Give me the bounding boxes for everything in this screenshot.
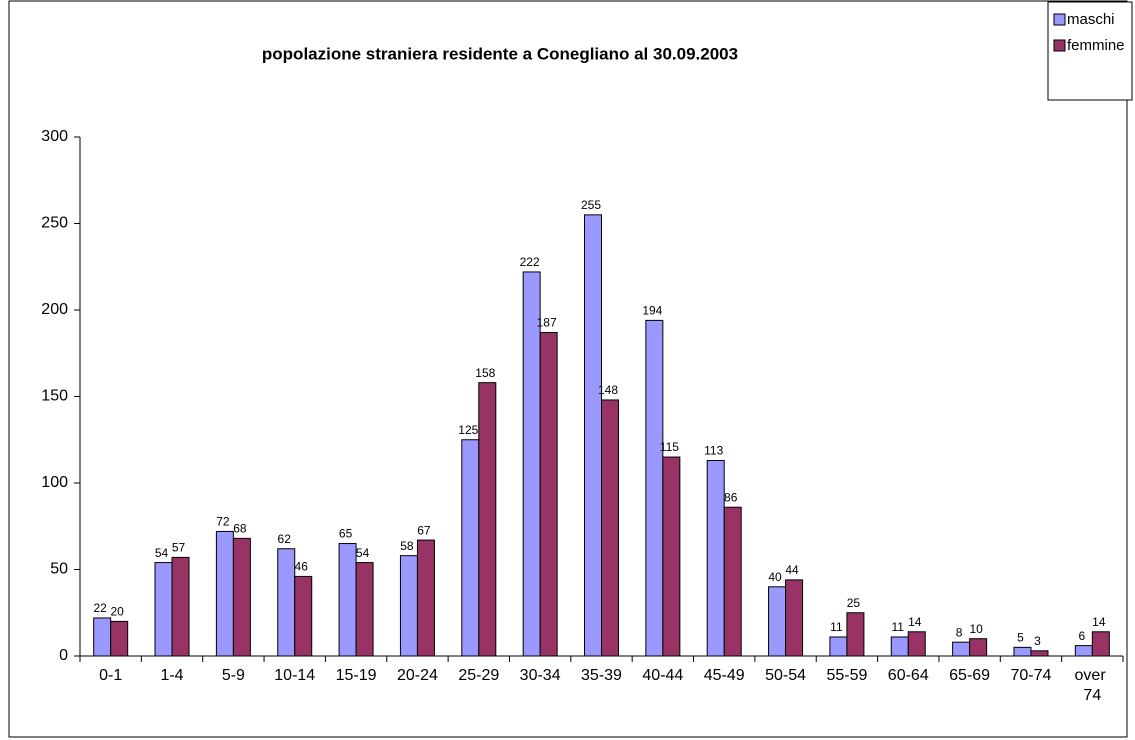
chart-border xyxy=(8,0,1128,738)
value-label: 68 xyxy=(233,522,247,536)
x-tick-label: 5-9 xyxy=(222,667,245,684)
bar xyxy=(416,539,435,657)
bar xyxy=(907,631,926,657)
y-tick-label: 200 xyxy=(41,301,68,318)
x-tick-label: 35-39 xyxy=(581,667,622,684)
value-label: 10 xyxy=(969,622,983,636)
x-tick-label: 50-54 xyxy=(765,667,806,684)
bar xyxy=(846,612,865,657)
value-label: 158 xyxy=(475,366,495,380)
legend-label: maschi xyxy=(1067,11,1115,28)
bar xyxy=(1030,650,1049,657)
value-label: 3 xyxy=(1034,634,1041,648)
bar xyxy=(645,319,664,657)
bar xyxy=(277,548,296,657)
value-label: 62 xyxy=(278,532,292,546)
bar xyxy=(1074,645,1093,657)
value-label: 20 xyxy=(110,605,124,619)
x-tick-label: 55-59 xyxy=(826,667,867,684)
value-label: 11 xyxy=(830,620,843,634)
bar xyxy=(1091,631,1110,657)
value-label: 44 xyxy=(785,563,799,577)
value-label: 46 xyxy=(295,560,309,574)
value-label: 255 xyxy=(581,198,601,212)
value-label: 115 xyxy=(660,440,679,454)
bar xyxy=(461,439,480,657)
value-label: 86 xyxy=(724,490,738,504)
x-tick-label: 60-64 xyxy=(888,667,929,684)
x-tick-label: 0-1 xyxy=(99,667,122,684)
x-tick-label: 30-34 xyxy=(520,667,561,684)
bar xyxy=(601,399,619,657)
bar xyxy=(969,638,988,657)
bar xyxy=(93,617,112,657)
x-tick-label: 40-44 xyxy=(642,667,683,684)
legend-swatch xyxy=(1053,13,1066,26)
x-tick-label: over 74 xyxy=(1075,667,1111,704)
bar xyxy=(154,562,173,657)
bar xyxy=(890,636,909,657)
value-label: 25 xyxy=(847,596,861,610)
value-label: 125 xyxy=(458,423,478,437)
bar xyxy=(952,641,971,657)
chart-title: popolazione straniera residente a Conegl… xyxy=(262,44,738,63)
bar xyxy=(399,555,418,657)
bar xyxy=(110,620,129,657)
x-tick-label: 1-4 xyxy=(160,667,183,684)
legend-label: femmine xyxy=(1067,37,1125,54)
value-label: 14 xyxy=(1092,615,1106,629)
bar xyxy=(829,636,848,657)
bar xyxy=(785,579,804,657)
value-label: 187 xyxy=(537,316,557,330)
value-label: 113 xyxy=(704,444,723,458)
value-label: 65 xyxy=(339,527,353,541)
value-label: 54 xyxy=(155,546,169,560)
bar xyxy=(294,575,313,657)
bar xyxy=(539,331,558,657)
bar xyxy=(232,537,251,657)
bar xyxy=(215,530,234,657)
x-tick-label: 10-14 xyxy=(274,667,315,684)
x-tick-label: 70-74 xyxy=(1011,667,1052,684)
legend-swatch xyxy=(1053,39,1066,52)
bar xyxy=(584,214,602,657)
bar xyxy=(171,556,190,657)
value-label: 54 xyxy=(356,546,370,560)
y-tick-label: 300 xyxy=(41,128,68,145)
bar xyxy=(723,506,742,657)
value-label: 5 xyxy=(1017,631,1024,645)
value-label: 40 xyxy=(768,570,782,584)
bar xyxy=(706,460,725,657)
x-tick-label: 15-19 xyxy=(336,667,377,684)
x-tick-label: 20-24 xyxy=(397,667,438,684)
x-tick-label: 25-29 xyxy=(458,667,499,684)
value-label: 11 xyxy=(892,620,905,634)
value-label: 57 xyxy=(172,541,186,555)
value-label: 14 xyxy=(908,615,922,629)
y-tick-label: 100 xyxy=(41,474,68,491)
x-tick-label: 45-49 xyxy=(704,667,745,684)
value-label: 72 xyxy=(216,515,230,529)
bar xyxy=(478,382,497,657)
bar xyxy=(355,562,374,657)
y-tick-label: 50 xyxy=(50,561,68,578)
bar xyxy=(1013,646,1032,657)
value-label: 67 xyxy=(417,523,431,537)
y-tick-label: 250 xyxy=(41,215,68,232)
bar xyxy=(662,456,681,657)
value-label: 6 xyxy=(1078,629,1085,643)
value-label: 22 xyxy=(93,601,107,615)
bar xyxy=(768,586,787,657)
value-label: 8 xyxy=(956,625,963,639)
y-tick-label: 150 xyxy=(41,388,68,405)
x-tick-label: 65-69 xyxy=(949,667,990,684)
bar xyxy=(338,543,357,657)
value-label: 148 xyxy=(598,383,618,397)
value-label: 194 xyxy=(642,304,662,318)
y-tick-label: 0 xyxy=(59,647,68,664)
value-label: 222 xyxy=(520,255,540,269)
value-label: 58 xyxy=(400,539,414,553)
